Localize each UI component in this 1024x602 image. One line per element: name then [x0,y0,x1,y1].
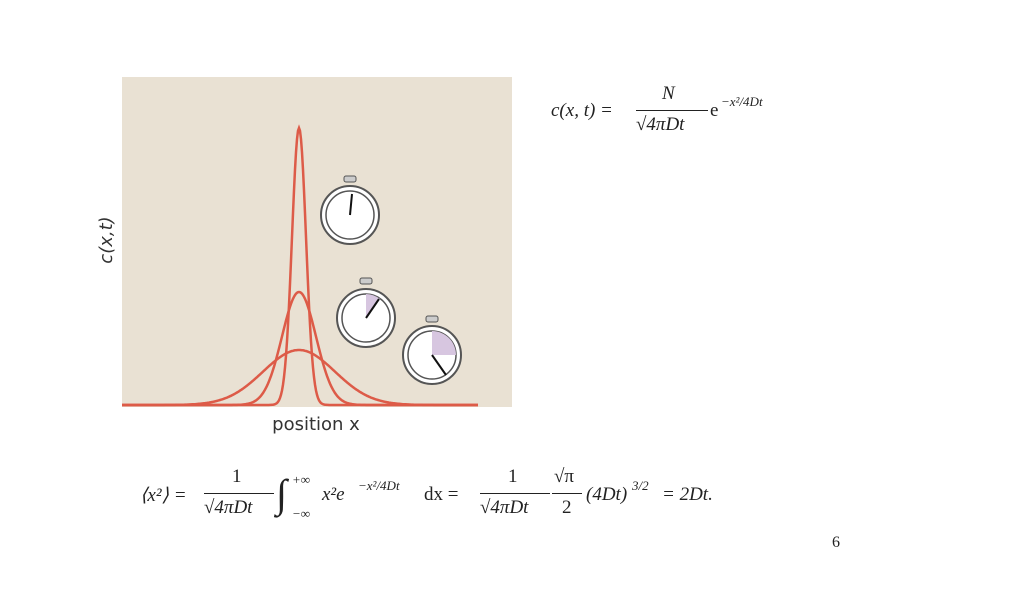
eq-denominator: √4πDt [480,497,529,518]
fraction-bar [204,493,274,494]
lower-limit: −∞ [292,506,311,521]
dx: dx = [424,484,459,505]
stopwatch [402,315,462,385]
fraction-bar [480,493,550,494]
y-label: c(x,t) [96,216,117,263]
eq-denominator: √4πDt [636,114,685,135]
gaussian-curve [122,348,478,407]
stopwatch [336,277,396,348]
result: = 2Dt. [662,484,713,505]
x-label: position x [272,414,360,435]
eq-numerator: √π [554,466,575,487]
eq-lhs: ⟨x²⟩ = [140,485,187,506]
eq-numerator: 1 [508,466,518,487]
exponent: −x²/4Dt [358,478,400,493]
fraction-bar [636,110,708,111]
eq-numerator: 1 [232,466,242,487]
eq-numerator: N [662,83,675,104]
eq-denominator: √4πDt [204,497,253,518]
upper-limit: +∞ [292,472,311,487]
eq-lhs: c(x, t) = [551,100,613,121]
eq-base: e [710,100,719,121]
power: 3/2 [632,478,649,493]
integral: ∫ [276,471,287,516]
curves [122,124,478,407]
page-number: 6 [832,534,840,551]
eq-denominator: 2 [562,497,572,518]
power-base: (4Dt) [586,484,628,505]
integrand: x²e [322,484,345,505]
stopwatch [320,175,380,245]
fraction-bar [552,493,582,494]
eq-exponent: −x²/4Dt [721,94,763,109]
